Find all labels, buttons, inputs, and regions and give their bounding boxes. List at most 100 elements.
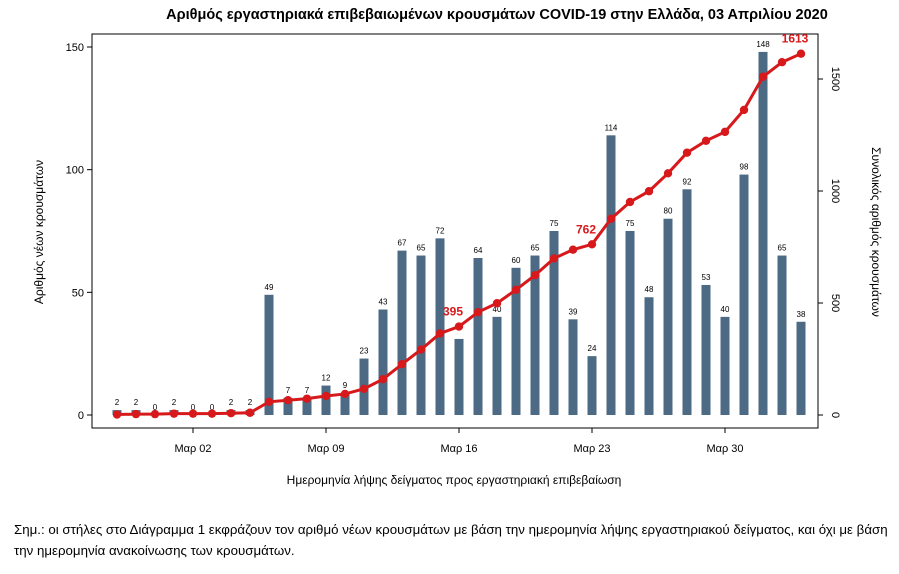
- cumulative-point: [644, 187, 654, 196]
- bar: [473, 257, 483, 415]
- bar: [454, 338, 464, 415]
- cumulative-point: [454, 322, 464, 331]
- bar-value-label: 12: [322, 374, 331, 383]
- bar-value-label: 65: [531, 244, 540, 253]
- cumulative-value-label: 395: [443, 305, 463, 319]
- cumulative-labels: 395 762 1613: [443, 32, 809, 319]
- bar-value-label: 40: [721, 305, 730, 314]
- cumulative-point: [378, 374, 388, 384]
- bar-value-label: 2: [115, 398, 120, 407]
- bar: [606, 135, 616, 415]
- bar-value-label: 53: [702, 273, 711, 282]
- cumulative-point: [720, 127, 730, 137]
- cumulative-point: [739, 105, 749, 115]
- cumulative-point: [226, 409, 236, 418]
- bar: [511, 267, 521, 415]
- bar: [739, 174, 749, 415]
- bar: [758, 51, 768, 415]
- bar: [397, 250, 407, 415]
- bar-value-label: 2: [229, 398, 234, 407]
- bar: [340, 392, 350, 415]
- cumulative-value-label: 1613: [782, 32, 809, 46]
- bar-value-label: 64: [474, 246, 483, 255]
- bar-value-label: 39: [569, 307, 578, 316]
- bar-value-label: 0: [191, 403, 196, 412]
- bar: [720, 316, 730, 415]
- bar: [777, 255, 787, 415]
- x-tick-label: Μαρ 02: [174, 443, 211, 455]
- bar-value-label: 0: [153, 403, 158, 412]
- bar: [283, 397, 293, 415]
- bar-value-label: 24: [588, 344, 597, 353]
- bar-labels: 2 2 0 2 0 0 2 2 49 7 7 12 9 23 43 67 65 72 64 40 60 65 75 39 24 1…: [115, 40, 806, 412]
- cumulative-point: [663, 169, 673, 178]
- cumulative-point: [435, 329, 445, 338]
- y-tick-label: 0: [78, 410, 84, 422]
- cumulative-point: [549, 254, 559, 263]
- bar-value-label: 2: [134, 398, 139, 407]
- cumulative-point: [606, 214, 616, 223]
- cumulative-point: [188, 409, 198, 418]
- cumulative-point: [511, 285, 521, 294]
- cumulative-point: [568, 245, 578, 254]
- bar-value-label: 65: [417, 244, 426, 253]
- cumulative-point: [682, 148, 692, 157]
- bar: [492, 316, 502, 415]
- cumulative-line: [112, 49, 806, 419]
- cumulative-point: [264, 397, 274, 406]
- cumulative-point: [416, 345, 426, 354]
- bar-value-label: 40: [493, 305, 502, 314]
- x-axis-label: Ημερομηνία λήψης δείγματος προς εργαστηρ…: [287, 473, 622, 487]
- bar: [663, 218, 673, 415]
- bar-value-label: 80: [664, 207, 673, 216]
- bar-value-label: 0: [210, 403, 215, 412]
- cumulative-point: [112, 410, 122, 419]
- cumulative-point: [321, 391, 331, 401]
- bar-value-label: 98: [740, 163, 749, 172]
- bar: [416, 255, 426, 415]
- y-tick-label: 100: [66, 165, 84, 177]
- y-tick-label: 150: [66, 42, 84, 54]
- cumulative-point: [169, 409, 179, 418]
- bar: [796, 321, 806, 415]
- plot-frame: [91, 33, 819, 429]
- bar-value-label: 7: [286, 386, 291, 395]
- cumulative-point: [397, 359, 407, 369]
- bar-value-label: 72: [436, 226, 445, 235]
- bar: [682, 189, 692, 415]
- bar: [530, 255, 540, 415]
- cumulative-point: [150, 409, 160, 419]
- chart: Αριθμός εργαστηριακά επιβεβαιωμένων κρου…: [32, 7, 883, 487]
- bar: [701, 284, 711, 415]
- bar: [644, 297, 654, 415]
- x-tick-label: Μαρ 09: [307, 443, 344, 455]
- x-tick-label: Μαρ 16: [440, 443, 477, 455]
- cumulative-point: [701, 136, 711, 146]
- x-tick-label: Μαρ 23: [573, 443, 610, 455]
- bar: [625, 231, 635, 415]
- bar-value-label: 75: [550, 219, 559, 228]
- bar: [264, 294, 274, 415]
- bar-value-label: 2: [172, 398, 177, 407]
- cumulative-point: [359, 384, 369, 393]
- bar: [587, 356, 597, 415]
- bar: [549, 231, 559, 415]
- bar: [435, 238, 445, 415]
- cumulative-value-label: 762: [576, 222, 596, 236]
- bar-value-label: 114: [605, 123, 618, 132]
- cumulative-point: [131, 409, 141, 419]
- bar-value-label: 7: [305, 386, 310, 395]
- y2-tick-label: 1500: [829, 67, 841, 91]
- bar-value-label: 148: [756, 40, 770, 49]
- bar: [568, 319, 578, 415]
- bar-value-label: 65: [778, 244, 787, 253]
- y2-tick-label: 0: [829, 412, 841, 418]
- bar-value-label: 75: [626, 219, 635, 228]
- y-tick-label: 50: [72, 287, 84, 299]
- cumulative-point: [492, 299, 502, 308]
- cumulative-point: [473, 307, 483, 317]
- bar-value-label: 48: [645, 285, 654, 294]
- bars: [112, 51, 806, 415]
- bar-value-label: 60: [512, 256, 521, 265]
- cumulative-point: [777, 58, 787, 67]
